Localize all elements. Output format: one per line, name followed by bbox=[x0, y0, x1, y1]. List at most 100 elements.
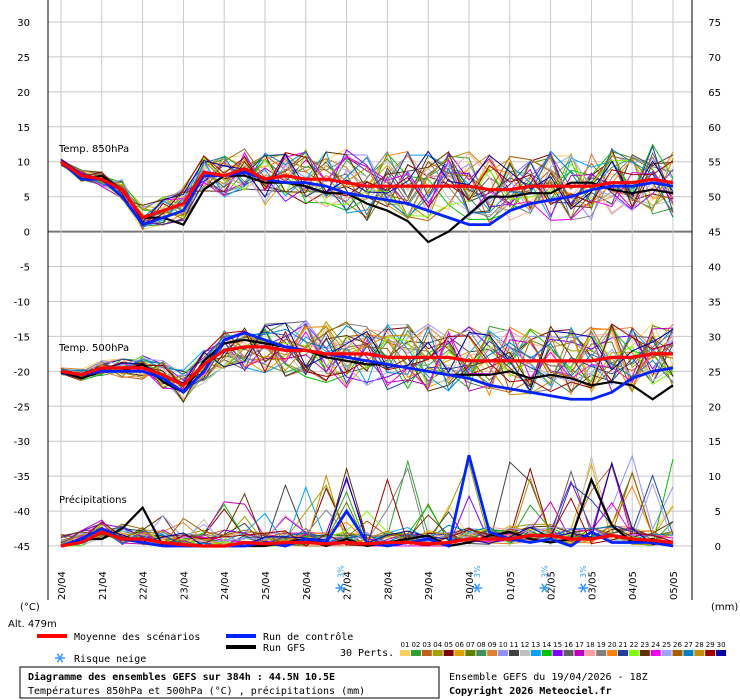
x-tick-label: 02/05 bbox=[547, 571, 558, 600]
perturbation-line bbox=[60, 323, 674, 404]
perturbation-swatch bbox=[716, 650, 727, 656]
perturbation-id: 17 bbox=[575, 641, 584, 649]
left-tick-label: -40 bbox=[14, 507, 30, 518]
x-tick-label: 21/04 bbox=[98, 571, 109, 600]
perturbation-swatch bbox=[519, 650, 530, 656]
footer-run: Ensemble GEFS du 19/04/2026 - 18Z bbox=[449, 672, 648, 683]
perturbation-line bbox=[60, 328, 674, 392]
perturbation-id: 11 bbox=[510, 641, 519, 649]
snowflake-icon bbox=[578, 583, 589, 593]
left-axis-unit: (°C) bbox=[20, 602, 40, 613]
perturbation-swatch bbox=[650, 650, 661, 656]
series-line-t500 bbox=[60, 331, 674, 401]
right-tick-label: 5 bbox=[715, 507, 721, 518]
series-line-precip bbox=[60, 530, 674, 548]
right-tick-label: 45 bbox=[708, 228, 721, 239]
perturbation-swatch bbox=[694, 650, 705, 656]
snowflake-icon bbox=[472, 583, 483, 593]
perturbation-line bbox=[60, 150, 674, 230]
right-tick-label: 60 bbox=[708, 123, 721, 134]
x-tick-label: 28/04 bbox=[383, 571, 394, 600]
snowflake-icon bbox=[335, 583, 346, 593]
perturbation-line bbox=[60, 150, 674, 224]
footer-subtitle: Températures 850hPa et 500hPa (°C) , pré… bbox=[28, 685, 365, 697]
perturbation-line bbox=[60, 320, 674, 387]
right-tick-label: 35 bbox=[708, 297, 721, 308]
perturbation-id: 16 bbox=[564, 641, 573, 649]
perturbation-line bbox=[60, 150, 674, 228]
perturbation-id: 28 bbox=[695, 641, 704, 649]
perturbation-id: 12 bbox=[520, 641, 529, 649]
perturbation-swatch bbox=[509, 650, 519, 656]
perturbation-line bbox=[60, 524, 674, 547]
right-tick-label: 75 bbox=[708, 18, 721, 29]
perturbation-swatch bbox=[487, 650, 498, 656]
snow-risk-percent: 3% bbox=[473, 565, 482, 578]
left-tick-label: 0 bbox=[24, 228, 30, 239]
perturbation-line bbox=[60, 152, 674, 227]
series-line-t500 bbox=[60, 338, 674, 401]
panel-label-precip: Précipitations bbox=[59, 494, 127, 506]
x-tick-label: 20/04 bbox=[57, 571, 68, 600]
perturbation-id: 07 bbox=[466, 641, 475, 649]
snow-risk-markers: 3% 3% 3% 3% bbox=[335, 565, 589, 593]
perturbation-swatch bbox=[683, 650, 694, 656]
perturbation-swatch bbox=[607, 650, 618, 656]
perturbation-id: 04 bbox=[433, 641, 442, 649]
perturbation-swatch bbox=[465, 650, 476, 656]
perturbation-swatch bbox=[552, 650, 563, 656]
perturbation-id: 23 bbox=[640, 641, 649, 649]
x-tick-label: 26/04 bbox=[302, 571, 313, 600]
perturbation-swatch bbox=[661, 650, 672, 656]
panel-label-t500: Temp. 500hPa bbox=[58, 343, 129, 354]
snowflake-icon bbox=[539, 583, 550, 593]
perturbation-id: 22 bbox=[629, 641, 638, 649]
perturbation-swatch bbox=[628, 650, 639, 656]
perturbation-swatch bbox=[400, 650, 410, 656]
left-tick-label: 5 bbox=[24, 193, 30, 204]
perturbation-line bbox=[60, 334, 674, 389]
snowflake-icon bbox=[55, 653, 65, 663]
perturbation-id: 13 bbox=[531, 641, 540, 649]
x-tick-label: 29/04 bbox=[424, 571, 435, 600]
perturbation-id: 27 bbox=[684, 641, 693, 649]
right-tick-label: 55 bbox=[708, 158, 721, 169]
x-tick-label: 03/05 bbox=[587, 571, 598, 600]
x-tick-label: 24/04 bbox=[220, 571, 231, 600]
perturbation-id: 30 bbox=[717, 641, 726, 649]
perturbation-id: 08 bbox=[477, 641, 486, 649]
perturbation-id: 02 bbox=[411, 641, 420, 649]
left-tick-label: 20 bbox=[17, 88, 30, 99]
perturbation-swatch bbox=[530, 650, 541, 656]
perturbation-line bbox=[60, 473, 674, 547]
right-axis-unit: (mm) bbox=[711, 602, 738, 613]
x-tick-label: 30/04 bbox=[465, 571, 476, 600]
main-series-lines bbox=[60, 160, 674, 548]
perturbation-swatch bbox=[574, 650, 585, 656]
x-tick-label: 23/04 bbox=[179, 571, 190, 600]
perturbation-swatch bbox=[639, 650, 650, 656]
perturbation-id: 15 bbox=[553, 641, 562, 649]
x-tick-label: 04/05 bbox=[628, 571, 639, 600]
right-tick-label: 0 bbox=[715, 542, 721, 553]
left-tick-label: -5 bbox=[20, 263, 30, 274]
right-tick-label: 70 bbox=[708, 53, 721, 64]
perturbation-id: 26 bbox=[673, 641, 682, 649]
perturbation-id: 19 bbox=[597, 641, 606, 649]
snow-risk-percent: 3% bbox=[540, 565, 549, 578]
x-tick-label: 05/05 bbox=[669, 571, 680, 600]
left-tick-label: -15 bbox=[14, 332, 30, 343]
perturbation-swatch bbox=[443, 650, 454, 656]
perturbations-label: 30 Perts. bbox=[340, 648, 394, 659]
perturbation-id: 18 bbox=[586, 641, 595, 649]
perturbation-line bbox=[60, 154, 674, 226]
perturbation-line bbox=[60, 325, 674, 396]
perturbation-swatch bbox=[454, 650, 465, 656]
perturbation-swatch bbox=[705, 650, 716, 656]
x-tick-label: 22/04 bbox=[139, 571, 150, 600]
right-tick-label: 50 bbox=[708, 193, 721, 204]
legend-gfs-label: Run GFS bbox=[263, 643, 305, 654]
legend-mean-label: Moyenne des scénarios bbox=[74, 631, 200, 643]
perturbation-id: 24 bbox=[651, 641, 660, 649]
left-tick-label: -10 bbox=[14, 297, 30, 308]
